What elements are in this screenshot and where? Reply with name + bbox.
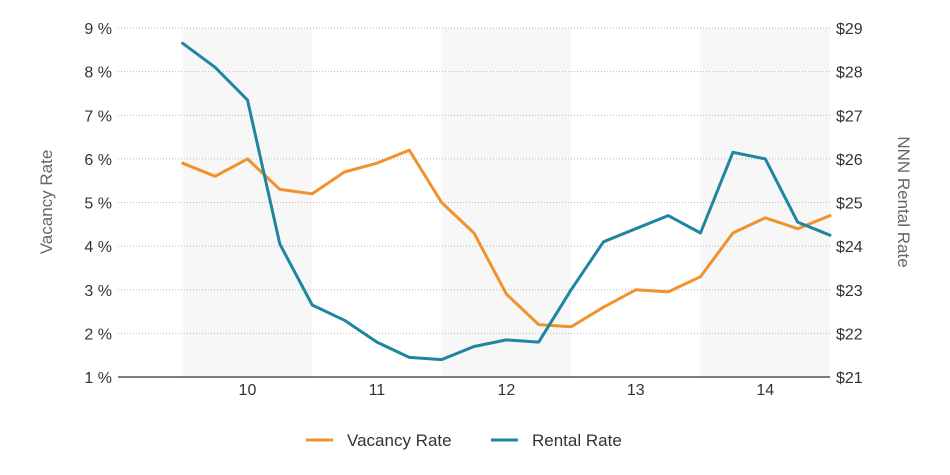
legend-label-vacancy: Vacancy Rate (347, 431, 452, 450)
right-tick-label: $25 (836, 196, 863, 213)
x-axis-ticks: 10 11 12 13 14 (239, 382, 775, 399)
series-lines (181, 41, 832, 362)
gridlines (118, 27, 830, 378)
left-tick-label: 6 % (84, 152, 112, 169)
x-tick-label: 12 (497, 382, 515, 399)
right-tick-label: $24 (836, 239, 863, 256)
right-axis-title: NNN Rental Rate (894, 136, 913, 267)
year-bands (182, 28, 830, 377)
x-tick-label: 13 (627, 382, 645, 399)
right-tick-label: $22 (836, 326, 863, 343)
right-tick-label: $27 (836, 108, 863, 125)
left-axis-title: Vacancy Rate (37, 150, 56, 255)
right-tick-label: $26 (836, 152, 863, 169)
legend-label-rental: Rental Rate (532, 431, 622, 450)
x-tick-label: 11 (369, 382, 386, 399)
left-tick-label: 7 % (84, 108, 112, 125)
series-line-vacancy (181, 148, 832, 329)
left-tick-label: 8 % (84, 65, 112, 82)
x-tick-label: 10 (239, 382, 257, 399)
left-tick-label: 3 % (84, 283, 112, 300)
legend-item-vacancy[interactable]: Vacancy Rate (306, 431, 452, 450)
left-axis-ticks: 1 % 2 % 3 % 4 % 5 % 6 % 7 % 8 % 9 % (84, 21, 112, 387)
left-tick-label: 4 % (84, 239, 112, 256)
right-axis-ticks: $21 $22 $23 $24 $25 $26 $27 $28 $29 (836, 21, 863, 387)
left-tick-label: 1 % (84, 370, 112, 387)
right-tick-label: $23 (836, 283, 863, 300)
legend-item-rental[interactable]: Rental Rate (491, 431, 622, 450)
right-tick-label: $21 (836, 370, 863, 387)
legend: Vacancy Rate Rental Rate (306, 431, 622, 450)
right-tick-label: $28 (836, 65, 863, 82)
series-line-rental (181, 41, 832, 362)
year-band-14 (700, 28, 830, 377)
x-tick-label: 14 (756, 382, 774, 399)
right-tick-label: $29 (836, 21, 863, 38)
left-tick-label: 5 % (84, 196, 112, 213)
left-tick-label: 9 % (84, 21, 112, 38)
left-tick-label: 2 % (84, 326, 112, 343)
